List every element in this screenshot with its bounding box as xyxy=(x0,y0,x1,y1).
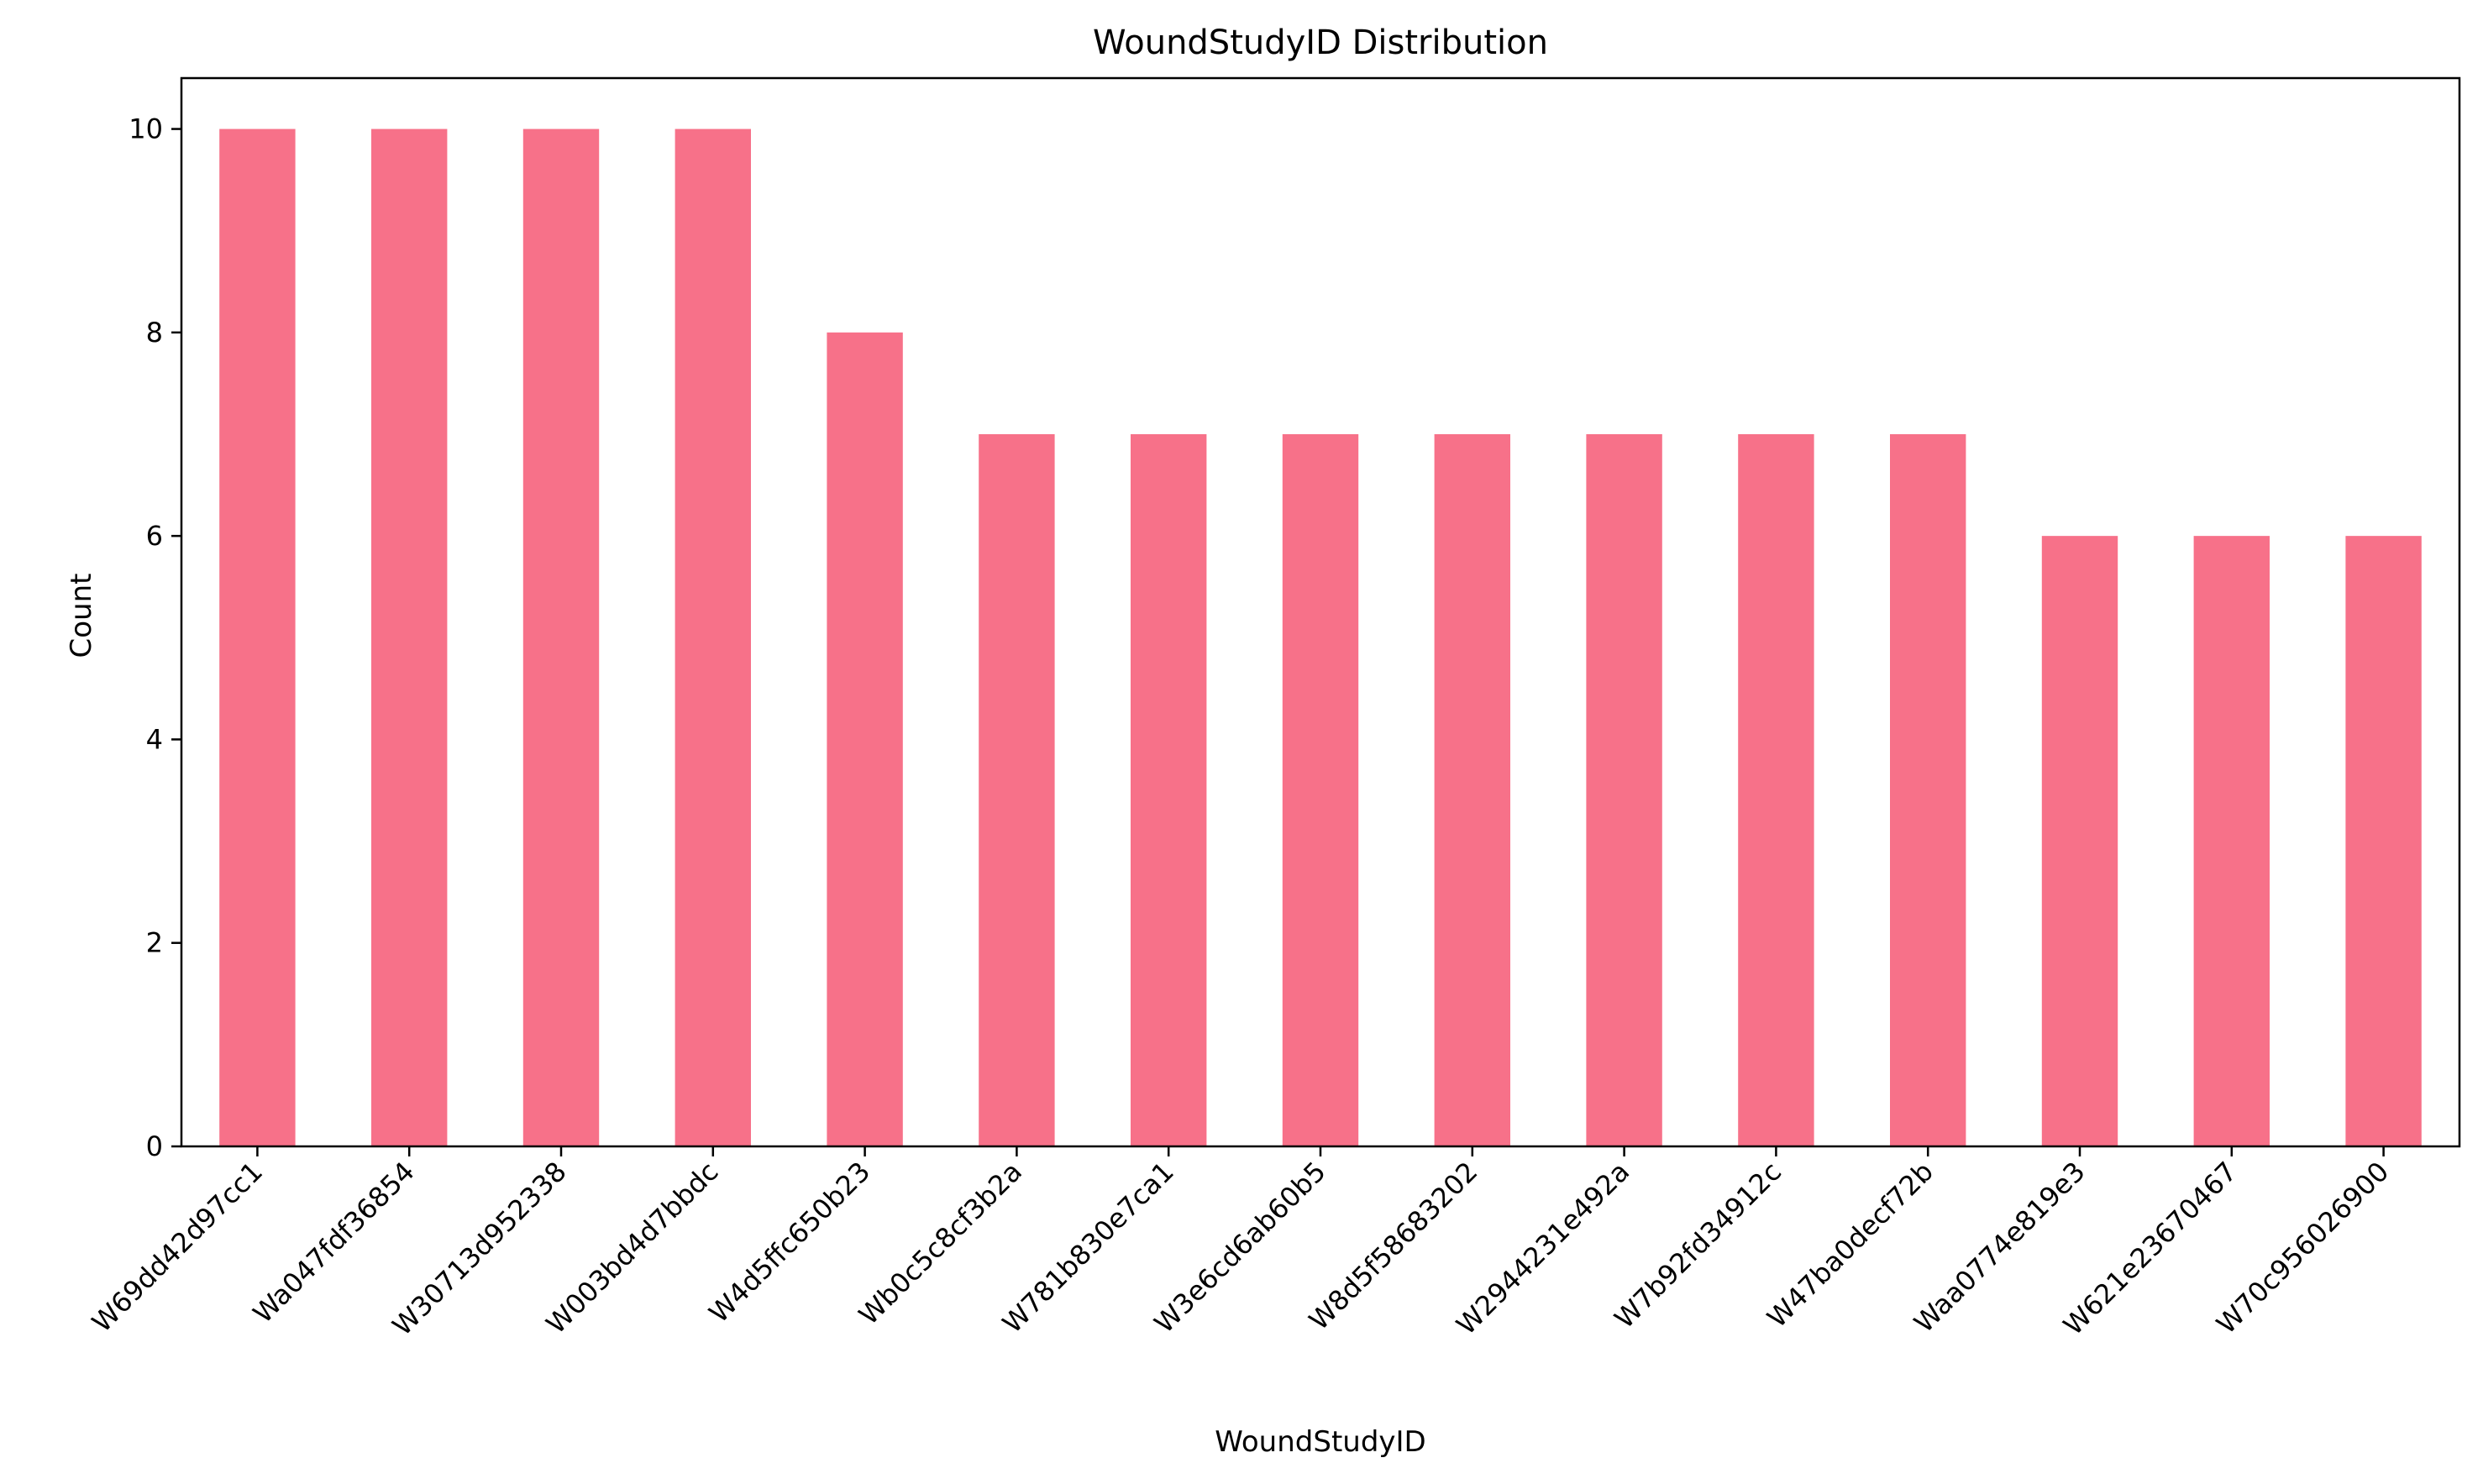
bar xyxy=(371,128,448,1147)
bar xyxy=(1890,434,1966,1146)
bar xyxy=(675,128,751,1147)
y-axis: 0 2 4 6 8 10 xyxy=(129,113,181,1162)
bar xyxy=(1131,434,1207,1146)
x-tick-label: W4d5ffc650b23 xyxy=(702,1156,876,1329)
bars-group xyxy=(219,128,2422,1147)
y-tick-label: 8 xyxy=(146,317,163,349)
bar xyxy=(2193,536,2270,1146)
y-tick-label: 0 xyxy=(146,1130,163,1162)
x-tick-label: Wa047fdf36854 xyxy=(247,1156,421,1329)
bar xyxy=(827,332,903,1146)
x-tick-label: W8d5f58683202 xyxy=(1303,1156,1484,1337)
y-axis-label: Count xyxy=(65,574,98,658)
bar xyxy=(219,128,296,1147)
y-tick-label: 2 xyxy=(146,927,163,959)
bar xyxy=(522,128,600,1147)
chart-title: WoundStudyID Distribution xyxy=(1093,24,1548,62)
bar xyxy=(1434,434,1510,1146)
x-tick-label: Wb0c5c8cf3b2a xyxy=(853,1156,1028,1331)
bar xyxy=(1738,434,1814,1146)
bar xyxy=(1282,434,1359,1146)
bar xyxy=(1586,434,1662,1146)
y-tick-label: 6 xyxy=(146,520,163,552)
x-axis: W69dd42d97cc1Wa047fdf36854W30713d952338W… xyxy=(86,1146,2395,1342)
bar xyxy=(2041,536,2118,1146)
y-tick-label: 4 xyxy=(146,723,163,755)
bar xyxy=(2345,536,2422,1146)
x-tick-label: W003bd4d7bbdc xyxy=(540,1156,725,1340)
bar xyxy=(979,434,1055,1146)
x-tick-label: W47ba0decf72b xyxy=(1761,1156,1940,1335)
x-tick-label: W7b92fd34912c xyxy=(1609,1156,1788,1335)
plot-frame xyxy=(180,76,2461,1148)
x-tick-label: W69dd42d97cc1 xyxy=(86,1156,269,1339)
x-axis-label: WoundStudyID xyxy=(1215,1425,1425,1459)
y-tick-label: 10 xyxy=(129,113,163,145)
